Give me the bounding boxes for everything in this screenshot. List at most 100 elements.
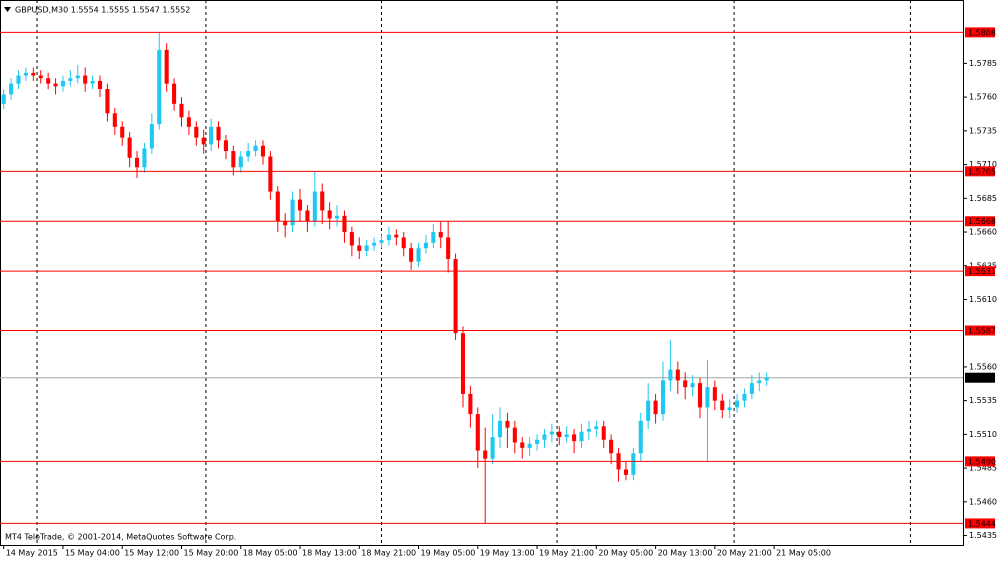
level-label: 1.5808 [968,28,996,37]
candle-body [527,443,532,448]
x-tick-label: 15 May 20:00 [183,549,238,558]
candle-body [46,78,51,84]
chart-title: GBPUSD,M30 1.5554 1.5555 1.5547 1.5552 [15,6,190,15]
level-label: 1.5705 [968,167,996,176]
candle-body [201,137,206,145]
y-tick-label: 1.5685 [969,194,997,203]
candle-body [453,259,458,334]
candle-body [394,234,399,238]
candle-body [742,393,747,401]
candle-body [179,103,184,118]
candle-body [312,191,317,222]
x-tick-label: 19 May 13:00 [480,549,535,558]
candle-body [660,380,666,415]
candle-body [564,434,569,438]
candle-body [231,151,236,168]
level-label-bg [965,216,995,227]
candle-body [505,420,510,428]
candle-body [668,369,673,381]
candle-body [483,450,488,459]
candle-body [446,237,451,260]
x-tick-label: 19 May 21:00 [539,549,594,558]
candle-body [1,94,6,104]
candle-body [194,126,199,138]
candle-body [675,369,680,381]
candle-body [283,221,288,226]
plot-frame [0,0,964,546]
level-label: 1.5490 [968,457,996,466]
y-tick-label: 1.5535 [969,396,997,405]
x-tick-label: 20 May 21:00 [717,549,772,558]
candle-body [549,431,554,435]
candle-body [216,126,221,141]
y-tick-label: 1.5785 [969,59,997,68]
candle-body [468,393,473,415]
candle-body [223,140,228,152]
candle-body [38,75,43,79]
candle-body [364,245,369,251]
candle-body [305,210,310,222]
candle-body [53,83,58,87]
candle-body [290,199,295,226]
candle-body [749,383,754,394]
footer: MT4 TeleTrade, © 2001-2014, MetaQuotes S… [5,533,236,542]
candle-body [349,232,354,246]
candle-body [601,426,606,440]
candle-body [594,426,599,429]
candle-body [646,400,651,421]
level-label: 1.5631 [968,267,996,276]
candle-body [438,232,443,238]
candle-body [542,434,547,440]
candle-body [342,215,347,233]
candle-body [490,437,495,459]
candle-body [757,380,762,384]
candle-body [497,420,503,438]
candle-body [9,83,14,95]
candle-body [83,75,88,84]
candle-body [735,400,740,408]
candle-body [135,157,140,168]
y-tick-label: 1.5760 [969,93,997,102]
bid-label-bg [965,372,995,383]
candle-body [105,89,110,114]
candle-body [260,145,266,157]
candle-body [275,191,280,222]
candle-body [683,380,688,388]
candle-body [320,191,325,211]
level-label-bg [965,518,995,529]
candle-body [90,80,95,84]
level-label-bg [965,166,995,177]
candle-body [416,248,421,262]
candle-body [142,148,147,168]
y-tick-label: 1.5660 [969,228,997,237]
candle-body [149,124,154,149]
candle-body [631,453,636,475]
candle-body [112,113,117,127]
candle-body [690,383,695,388]
y-tick-label: 1.5435 [969,531,997,540]
x-tick-label: 20 May 05:00 [598,549,653,558]
candle-body [712,387,717,401]
candle-body [268,156,273,192]
candle-body [727,407,732,411]
candle-body [31,72,36,76]
candle-body [16,75,21,84]
level-label-bg [965,27,995,38]
candle-body [60,80,66,87]
x-tick-label: 14 May 2015 [6,549,58,558]
y-tick-label: 1.5735 [969,126,997,135]
candle-body [520,442,525,448]
candle-body [172,83,177,104]
candle-body [75,75,80,79]
candle-body [335,215,340,219]
candle-body [357,245,362,251]
candle-body [157,49,162,125]
candle-body [379,240,384,243]
level-label-bg [965,456,995,467]
candle-body [120,126,125,138]
candle-body [431,232,436,243]
menu-arrow[interactable] [4,7,11,12]
level-label-bg [965,325,995,336]
